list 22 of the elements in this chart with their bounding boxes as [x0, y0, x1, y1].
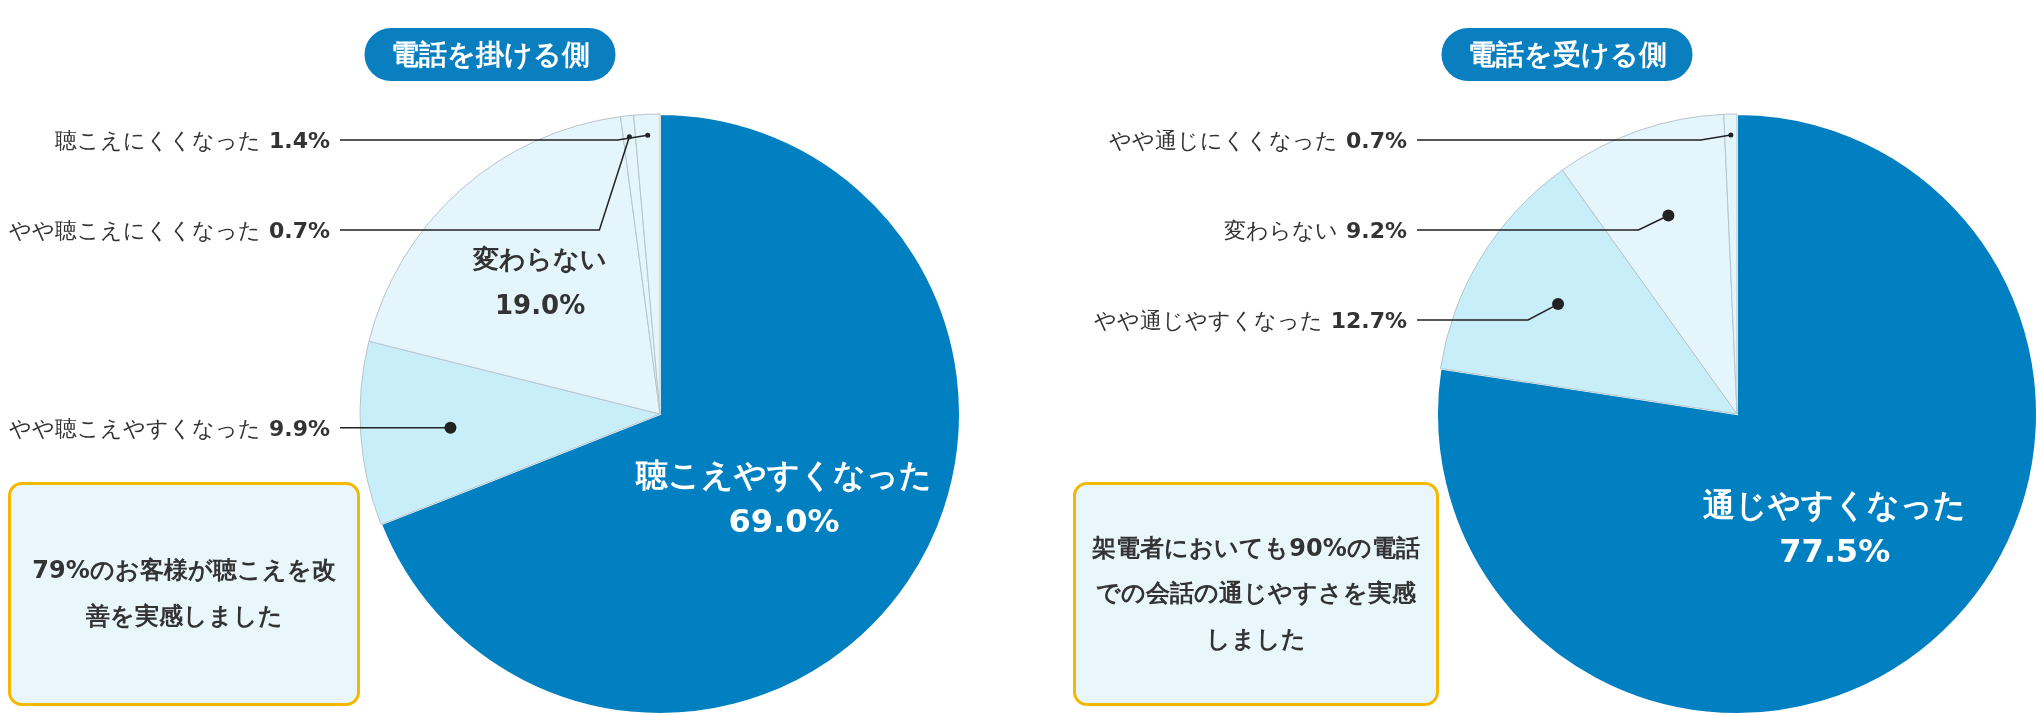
data-label: 12.7% [1330, 308, 1407, 333]
data-label: 9.9% [268, 415, 330, 441]
text: 架電者においても90%の電話での会話の通じやすさを実感しました [1073, 482, 1439, 706]
data-label: 9.2% [1345, 218, 1407, 243]
slice-label: やや聴こえにくくなった [8, 218, 261, 243]
slice-label: 通じやすくなった [1703, 485, 1967, 524]
text: 79%のお客様が聴こえを改善を実感しました [8, 482, 360, 706]
slice-label: 聴こえにくくなった [54, 128, 261, 153]
data-label: 69.0% [728, 502, 840, 541]
chart-title: 電話を受ける側 [1467, 38, 1667, 71]
data-label: 1.4% [268, 128, 330, 153]
slice-label: やや通じやすくなった [1093, 308, 1323, 333]
data-label: 19.0% [495, 289, 586, 320]
slice-label: やや聴こえやすくなった [8, 415, 261, 441]
slice-label: 変わらない [1223, 218, 1338, 243]
slice-label: やや通じにくくなった [1108, 128, 1338, 153]
data-label: 0.7% [1345, 128, 1407, 153]
data-label: 0.7% [268, 218, 330, 243]
slice-label: 聴こえやすくなった [635, 456, 933, 495]
slice-label: 変わらない [472, 243, 608, 274]
data-label: 77.5% [1779, 531, 1891, 570]
chart-title: 電話を掛ける側 [390, 38, 590, 71]
